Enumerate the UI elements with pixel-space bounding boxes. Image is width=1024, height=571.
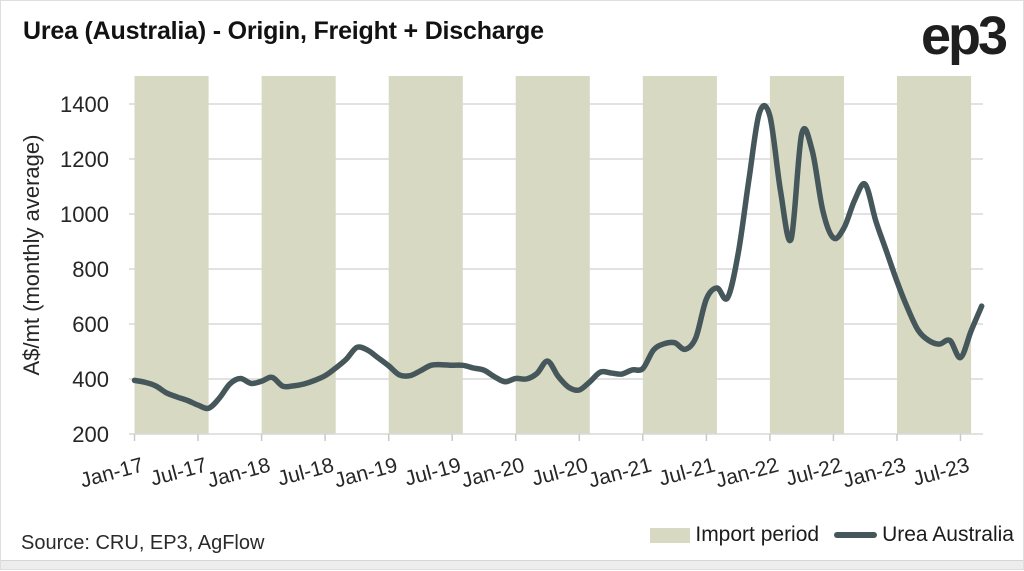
import-period-band (134, 76, 209, 434)
import-period-band (388, 76, 463, 434)
legend-urea-label: Urea Australia (882, 523, 1014, 546)
y-axis-title: A$/mt (monthly average) (19, 135, 44, 376)
legend-import-period-label: Import period (695, 523, 820, 546)
x-tick-label: Jan-21 (586, 454, 654, 493)
x-tick-label: Jan-23 (840, 454, 908, 493)
x-tick-label: Jul-18 (275, 454, 336, 491)
y-tick-label: 600 (72, 312, 109, 337)
x-tick-label: Jul-22 (783, 454, 844, 491)
x-tick-label: Jan-22 (713, 454, 781, 493)
x-tick-label: Jul-19 (402, 454, 463, 491)
x-tick-label: Jul-20 (529, 454, 590, 491)
y-tick-label: 1000 (60, 202, 109, 227)
x-tick-label: Jul-17 (148, 454, 209, 491)
y-tick-label: 1400 (60, 92, 109, 117)
legend: Import period Urea Australia (650, 523, 1014, 547)
x-tick-label: Jan-19 (332, 454, 400, 493)
import-period-band (642, 76, 717, 434)
x-tick-label: Jul-21 (656, 454, 717, 491)
y-tick-label: 800 (72, 257, 109, 282)
page-title: Urea (Australia) - Origin, Freight + Dis… (23, 17, 544, 45)
y-tick-label: 400 (72, 367, 109, 392)
import-period-band (897, 76, 972, 434)
source-note: Source: CRU, EP3, AgFlow (21, 532, 265, 554)
urea-australia-line (131, 102, 985, 412)
x-tick-label: Jan-18 (205, 454, 273, 493)
x-tick-label: Jan-20 (459, 454, 527, 493)
y-tick-label: 1200 (60, 147, 109, 172)
import-period-band (515, 76, 590, 434)
ep3-logo: ep3 (920, 6, 1008, 66)
window-bottom-edge (1, 560, 1023, 569)
legend-import-period-swatch (650, 527, 691, 543)
y-tick-label: 200 (72, 422, 109, 447)
x-tick-label: Jan-17 (78, 454, 146, 493)
legend-urea-line-swatch (834, 532, 878, 538)
x-tick-label: Jul-23 (911, 454, 972, 491)
